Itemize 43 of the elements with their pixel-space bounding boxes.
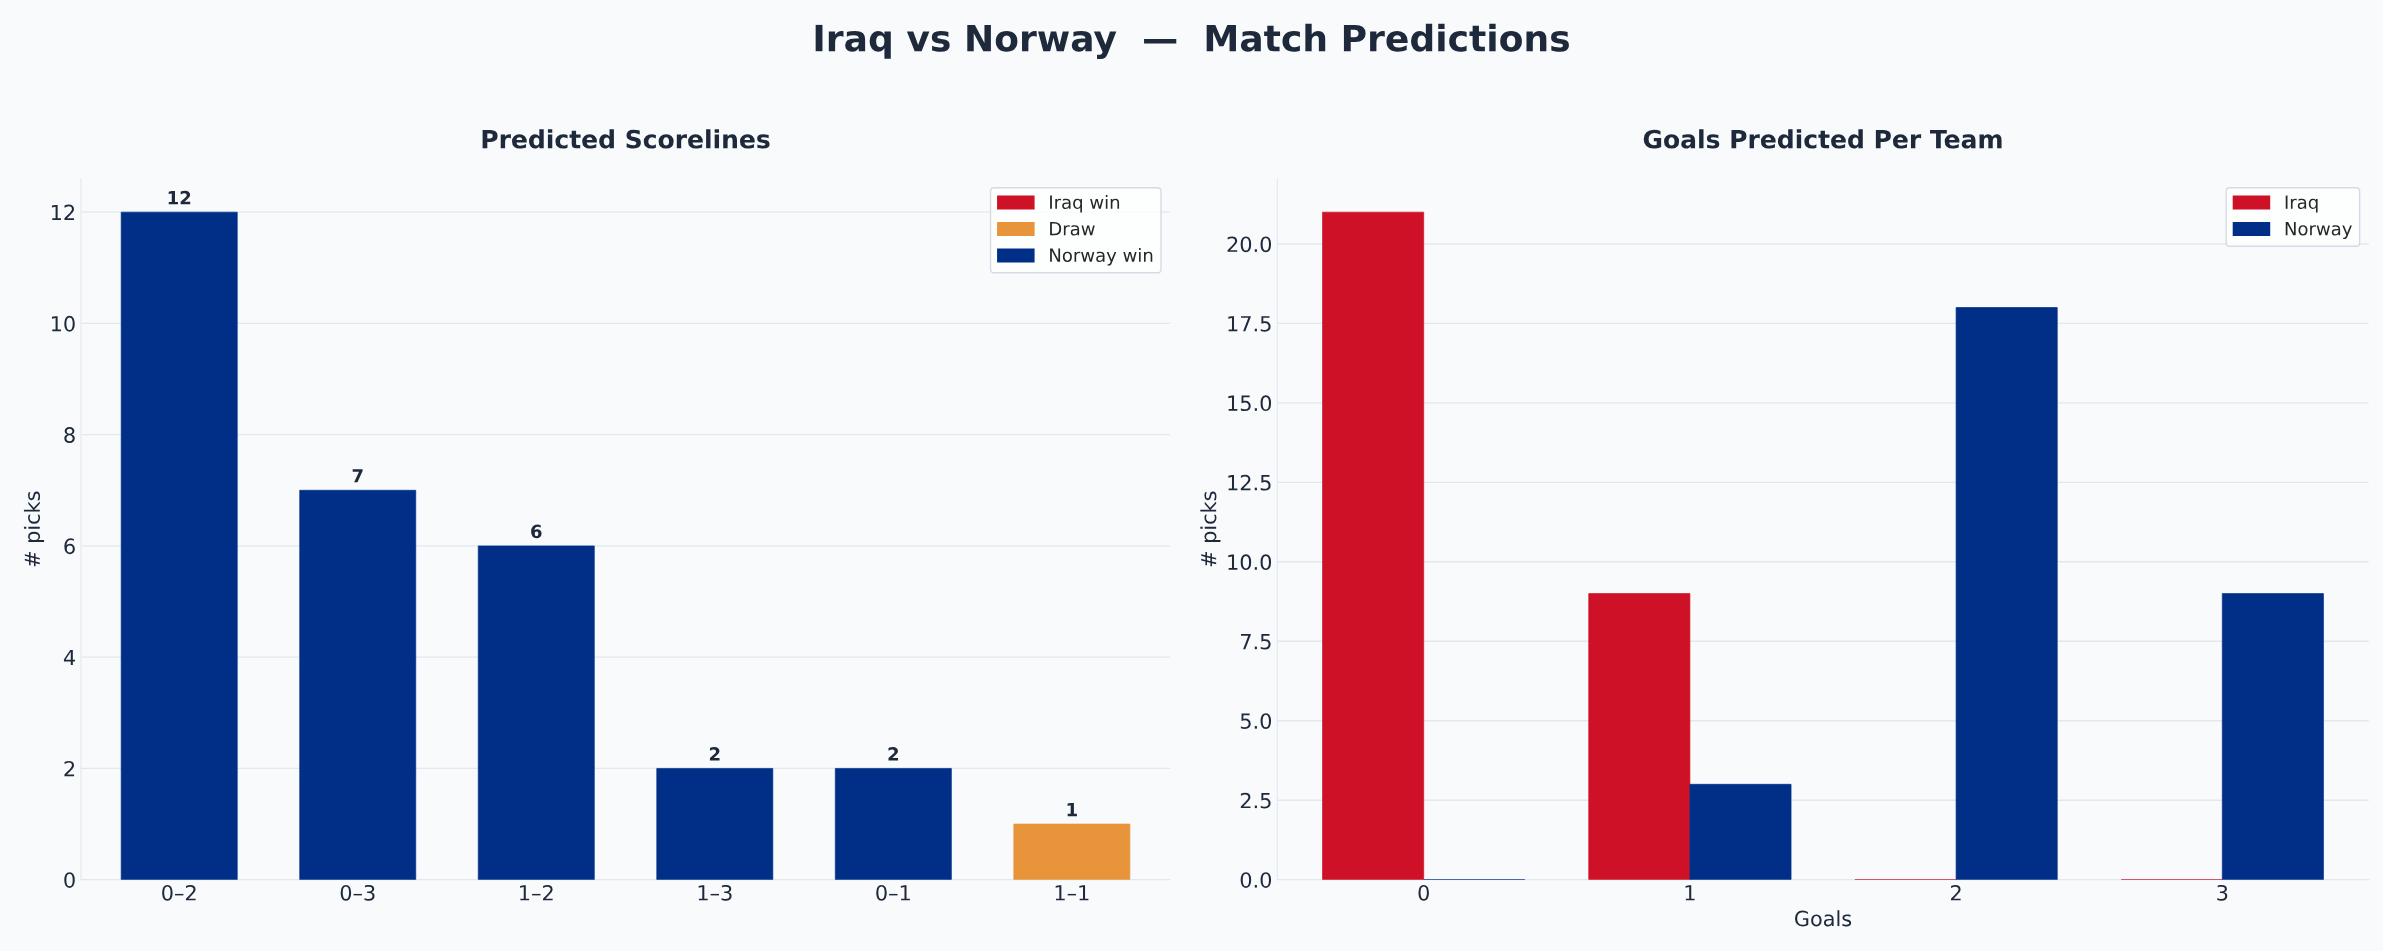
data-label: 2 (709, 747, 720, 761)
x-tick-label: 2 (1950, 884, 1961, 901)
y-tick-label: 5.0 (1240, 713, 1272, 729)
y-tick-label: 2.5 (1240, 792, 1271, 809)
y-tick-label: 0.0 (1240, 872, 1272, 888)
y-tick-label: 12.5 (1228, 474, 1271, 491)
x-axis-title: Goals (1795, 910, 1852, 927)
y-tick-label: 10.0 (1228, 554, 1272, 571)
text: Iraq vs Norway — Match Predictions (815, 23, 1569, 60)
x-tick-label: 1–2 (520, 884, 553, 901)
data-label: 12 (168, 190, 191, 205)
x-tick-label: 0 (1418, 884, 1429, 901)
y-tick-label: 0 (64, 872, 75, 888)
data-label: 6 (531, 524, 542, 539)
x-tick-label: 0–1 (876, 884, 910, 901)
chart-title: Predicted Scorelines (482, 129, 770, 149)
data-label: 7 (352, 469, 363, 483)
data-label: 1 (1067, 802, 1077, 817)
y-tick-label: 4 (63, 649, 75, 666)
legend-label: Iraq win (1050, 195, 1120, 213)
y-tick-label: 8 (64, 427, 75, 443)
legend-label: Iraq (2285, 195, 2318, 213)
x-tick-label: 0–3 (340, 884, 375, 901)
y-tick-label: 12 (51, 204, 75, 221)
x-tick-label: 0–2 (162, 884, 196, 901)
y-axis-title: # picks (1200, 491, 1221, 567)
x-tick-label: 1 (1685, 885, 1695, 901)
y-tick-label: 10 (51, 315, 75, 332)
legend-label: Norway win (1050, 248, 1153, 266)
y-tick-label: 15.0 (1228, 395, 1272, 412)
legend-label: Draw (1050, 222, 1095, 236)
y-tick-label: 2 (64, 760, 75, 777)
legend-label: Norway (2285, 222, 2352, 240)
y-tick-label: 7.5 (1241, 634, 1271, 650)
y-axis-title: # picks (23, 491, 45, 567)
x-tick-label: 3 (2217, 884, 2228, 901)
x-tick-label: 1–3 (698, 884, 732, 901)
x-tick-label: 1–1 (1055, 885, 1089, 901)
y-tick-label: 6 (64, 538, 75, 555)
data-label: 2 (888, 747, 899, 761)
y-tick-label: 17.5 (1228, 316, 1271, 332)
y-tick-label: 20.0 (1227, 236, 1272, 253)
chart-title: Goals Predicted Per Team (1643, 129, 2002, 149)
